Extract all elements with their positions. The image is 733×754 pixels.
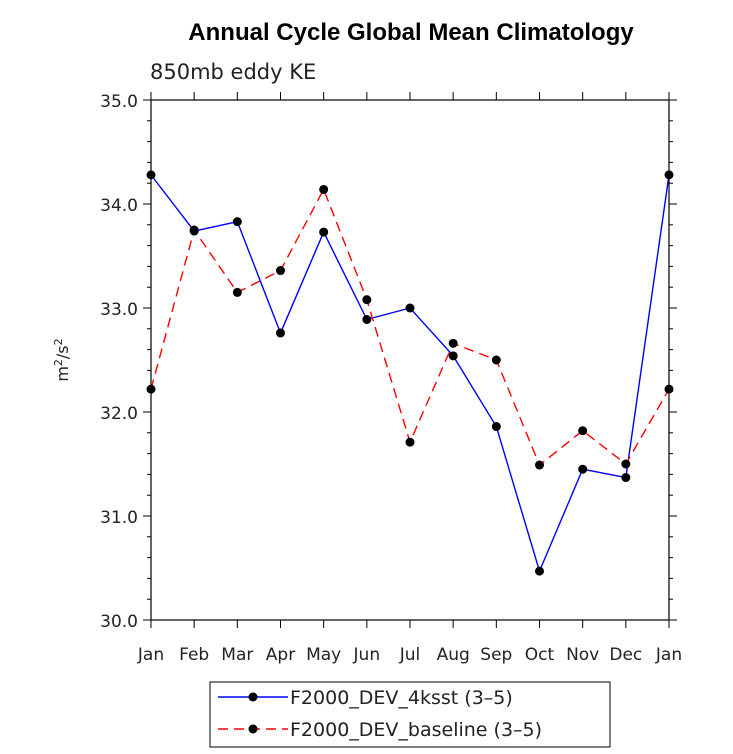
legend-marker-4ksst: [248, 692, 258, 702]
axis-ticks: [143, 92, 677, 628]
x-tick-label: Jul: [399, 645, 421, 665]
data-point-series-0: [232, 217, 242, 227]
data-point-series-1: [319, 184, 329, 194]
legend-label-4ksst: F2000_DEV_4ksst (3–5): [290, 687, 513, 709]
y-axis-label: m2/s2: [52, 338, 73, 381]
data-point-series-1: [362, 295, 372, 305]
plot-frame: [150, 99, 670, 621]
y-tick-labels: 30.0 31.0 32.0 33.0 34.0 35.0: [100, 92, 138, 632]
y-tick-label: 35.0: [100, 92, 138, 112]
x-tick-label: May: [306, 645, 341, 665]
y-tick-label: 34.0: [100, 196, 138, 216]
x-tick-label: Mar: [221, 645, 253, 665]
x-tick-label: Aug: [437, 645, 470, 665]
x-tick-label: Dec: [609, 645, 642, 665]
data-point-series-1: [189, 225, 199, 235]
series-line-1: [150, 187, 670, 467]
data-point-series-1: [578, 426, 588, 436]
chart-title: Annual Cycle Global Mean Climatology: [188, 19, 634, 46]
chart-subtitle: 850mb eddy KE: [150, 60, 316, 84]
data-point-series-0: [578, 464, 588, 474]
data-point-series-1: [276, 266, 285, 276]
legend-box: [209, 681, 611, 748]
legend-label-baseline: F2000_DEV_baseline (3–5): [290, 719, 542, 741]
x-tick-label: Oct: [525, 645, 555, 665]
data-point-series-1: [621, 459, 631, 469]
data-point-series-1: [535, 460, 544, 470]
x-tick-label: Nov: [566, 645, 599, 665]
legend-marker-baseline: [248, 724, 258, 734]
x-tick-label: Jan: [655, 645, 682, 665]
series-layer: [146, 170, 674, 576]
x-tick-label: Feb: [179, 645, 209, 665]
x-tick-labels: Jan Feb Mar Apr May Jun Jul Aug Sep Oct Nov Dec Jan: [137, 645, 682, 665]
legend: F2000_DEV_4ksst (3–5) F2000_DEV_baseline…: [209, 681, 611, 748]
x-tick-label: Jan: [137, 645, 164, 665]
x-tick-label: Apr: [266, 645, 295, 665]
data-point-series-1: [491, 355, 501, 365]
data-point-series-0: [621, 473, 631, 483]
data-point-series-0: [405, 303, 415, 313]
data-point-series-0: [535, 566, 544, 576]
data-point-series-1: [232, 287, 242, 297]
series-line-0: [150, 174, 670, 574]
y-tick-label: 30.0: [100, 612, 138, 632]
y-tick-label: 31.0: [100, 508, 138, 528]
x-tick-label: Jun: [353, 645, 381, 665]
data-point-series-1: [405, 437, 415, 447]
data-point-series-0: [448, 351, 458, 361]
data-point-series-0: [276, 328, 285, 338]
data-point-series-0: [362, 314, 372, 324]
y-tick-label: 32.0: [100, 404, 138, 424]
data-point-series-0: [491, 422, 501, 432]
data-point-series-1: [448, 338, 458, 348]
x-tick-label: Sep: [480, 645, 512, 665]
data-point-series-0: [319, 227, 329, 237]
y-tick-label: 33.0: [100, 300, 138, 320]
